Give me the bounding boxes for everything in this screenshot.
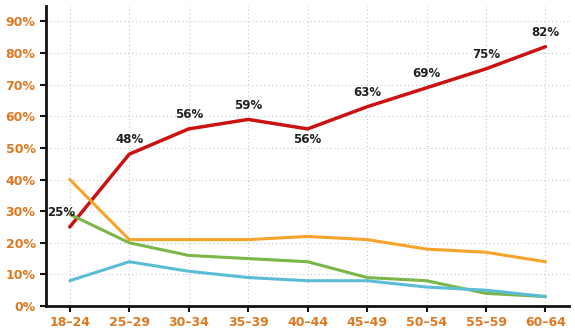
Text: 56%: 56% <box>175 108 203 121</box>
Text: 63%: 63% <box>353 86 381 99</box>
Text: 59%: 59% <box>234 98 262 112</box>
Text: 25%: 25% <box>47 206 75 219</box>
Text: 48%: 48% <box>115 133 143 146</box>
Text: 75%: 75% <box>472 48 500 61</box>
Text: 69%: 69% <box>412 67 440 80</box>
Text: 82%: 82% <box>531 26 559 39</box>
Text: 56%: 56% <box>293 133 322 146</box>
